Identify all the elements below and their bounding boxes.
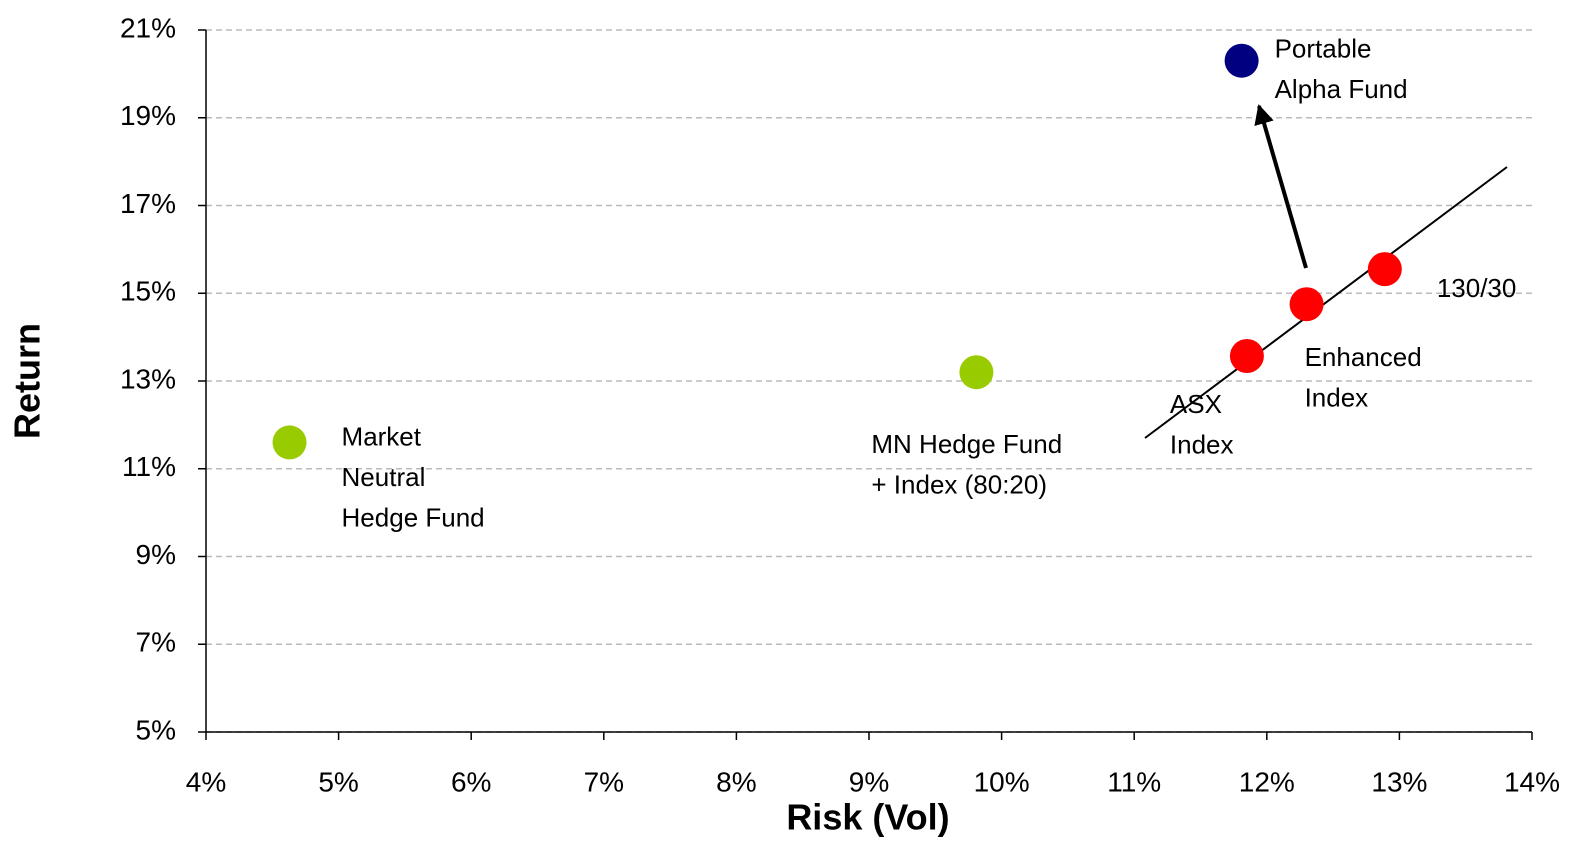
y-tick-label: 9% [136, 539, 176, 570]
point [1367, 252, 1402, 287]
point [959, 355, 994, 390]
x-tick-label: 5% [318, 766, 358, 797]
point [272, 425, 307, 460]
y-tick-label: 15% [120, 276, 176, 307]
y-tick-label: 7% [136, 627, 176, 658]
x-tick-label: 4% [186, 766, 226, 797]
point-label: Enhanced [1305, 342, 1422, 372]
point [1224, 43, 1259, 78]
x-tick-label: 8% [716, 766, 756, 797]
point-label: Market [342, 421, 422, 451]
point-label: + Index (80:20) [871, 470, 1047, 500]
point-label: MN Hedge Fund [871, 429, 1062, 459]
point-label: Hedge Fund [342, 502, 485, 532]
x-tick-label: 14% [1504, 766, 1560, 797]
point-label: Alpha Fund [1275, 74, 1408, 104]
y-tick-label: 11% [122, 451, 176, 482]
x-tick-label: 7% [584, 766, 624, 797]
y-tick-label: 19% [120, 100, 176, 131]
arrow [1254, 104, 1308, 269]
x-tick-label: 13% [1371, 766, 1427, 797]
trend-line [1144, 166, 1508, 439]
x-tick-label: 6% [451, 766, 491, 797]
y-tick-label: 21% [120, 12, 176, 43]
point-label: Portable [1275, 34, 1372, 64]
x-axis-title: Risk (Vol) [786, 797, 949, 838]
point-label: Index [1170, 429, 1234, 459]
point-label: 130/30 [1437, 273, 1517, 303]
point-label: Index [1305, 383, 1369, 413]
y-tick-label: 5% [136, 714, 176, 745]
x-tick-label: 12% [1239, 766, 1295, 797]
y-tick-label: 17% [120, 188, 176, 219]
x-tick-label: 11% [1107, 766, 1161, 797]
point [1289, 287, 1324, 322]
y-axis-title: Return [7, 323, 48, 439]
point-label: ASX [1170, 389, 1222, 419]
point [1229, 338, 1264, 373]
y-tick-label: 13% [120, 363, 176, 394]
x-tick-label: 9% [849, 766, 889, 797]
x-tick-label: 10% [974, 766, 1030, 797]
point-label: Neutral [342, 462, 426, 492]
